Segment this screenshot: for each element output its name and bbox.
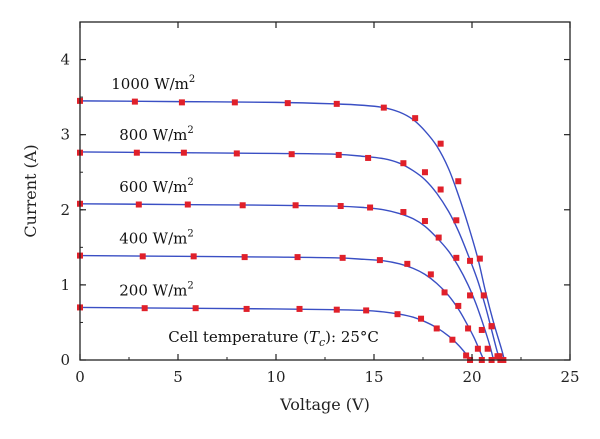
series-line-800 xyxy=(79,151,502,361)
y-tick-label: 1 xyxy=(60,276,70,294)
data-point-400 xyxy=(455,302,462,309)
data-point-600 xyxy=(337,203,344,210)
x-tick-label: 10 xyxy=(266,368,285,386)
series-label-600: 600 W/m2 xyxy=(119,177,193,196)
x-tick-label: 25 xyxy=(560,368,579,386)
data-point-400 xyxy=(190,253,197,260)
data-point-200 xyxy=(463,352,470,359)
data-point-800 xyxy=(480,292,487,299)
data-point-400 xyxy=(474,345,481,352)
data-point-600 xyxy=(135,201,142,208)
data-point-800 xyxy=(488,323,495,330)
data-point-1000 xyxy=(380,104,387,111)
data-point-600 xyxy=(421,218,428,225)
data-point-800 xyxy=(494,353,501,360)
data-point-1000 xyxy=(284,100,291,107)
data-point-1000 xyxy=(412,115,419,122)
data-point-200 xyxy=(333,306,340,313)
data-point-600 xyxy=(484,345,491,352)
data-point-400 xyxy=(404,260,411,267)
data-point-400 xyxy=(339,254,346,261)
data-point-800 xyxy=(233,150,240,157)
data-point-1000 xyxy=(131,98,138,105)
data-point-200 xyxy=(296,305,303,312)
x-tick-label: 0 xyxy=(75,368,85,386)
data-point-400 xyxy=(427,271,434,278)
x-tick-label: 15 xyxy=(364,368,383,386)
data-point-200 xyxy=(418,315,425,322)
axes-layer: 0 5 10 15 20 25 0 1 2 3 4 xyxy=(60,21,580,386)
data-point-800 xyxy=(365,154,372,161)
data-point-200 xyxy=(394,311,401,318)
data-point-200 xyxy=(192,305,199,312)
data-point-600 xyxy=(453,254,460,261)
data-point-600 xyxy=(184,201,191,208)
data-point-600 xyxy=(478,326,485,333)
data-point-400 xyxy=(441,289,448,296)
data-point-600 xyxy=(239,202,246,209)
data-point-600 xyxy=(292,202,299,209)
temperature-annotation: Cell temperature (Tc): 25°C xyxy=(168,328,379,349)
labels-layer: Voltage (V) Current (A) 1000 W/m2 800 W/m2 6… xyxy=(21,74,379,414)
data-point-200 xyxy=(433,325,440,332)
data-point-200 xyxy=(141,305,148,312)
data-point-800 xyxy=(288,151,295,158)
data-point-1000 xyxy=(455,178,462,185)
data-point-800 xyxy=(400,160,407,167)
series-label-800: 800 W/m2 xyxy=(119,125,193,144)
x-tick-label: 5 xyxy=(173,368,183,386)
data-point-800 xyxy=(180,149,187,156)
data-point-1000 xyxy=(476,255,483,262)
data-point-400 xyxy=(139,253,146,260)
data-point-1000 xyxy=(333,100,340,107)
series-label-200: 200 W/m2 xyxy=(119,280,193,299)
data-point-800 xyxy=(437,186,444,193)
data-point-800 xyxy=(133,149,140,156)
data-point-800 xyxy=(335,151,342,158)
series-line-200 xyxy=(79,306,472,361)
data-point-600 xyxy=(435,234,442,241)
data-point-800 xyxy=(467,257,474,264)
data-point-800 xyxy=(421,169,428,176)
data-point-1000 xyxy=(231,99,238,106)
data-point-1000 xyxy=(437,140,444,147)
y-tick-label: 2 xyxy=(60,201,70,219)
data-point-200 xyxy=(449,336,456,343)
data-point-600 xyxy=(467,292,474,299)
data-point-600 xyxy=(367,204,374,211)
x-axis-label: Voltage (V) xyxy=(279,395,370,414)
data-point-800 xyxy=(453,217,460,224)
data-point-400 xyxy=(376,257,383,264)
data-point-200 xyxy=(363,307,370,314)
y-axis-label: Current (A) xyxy=(21,144,40,237)
y-tick-label: 0 xyxy=(60,351,70,369)
x-tick-label: 20 xyxy=(462,368,481,386)
data-point-1000 xyxy=(178,99,185,106)
series-label-400: 400 W/m2 xyxy=(119,229,193,248)
data-point-600 xyxy=(400,209,407,216)
y-tick-label: 4 xyxy=(60,51,70,69)
series-label-1000: 1000 W/m2 xyxy=(111,74,195,93)
data-point-400 xyxy=(241,254,248,261)
data-point-400 xyxy=(294,254,301,261)
y-tick-label: 3 xyxy=(60,126,70,144)
data-point-200 xyxy=(243,305,250,312)
data-point-400 xyxy=(465,325,472,332)
